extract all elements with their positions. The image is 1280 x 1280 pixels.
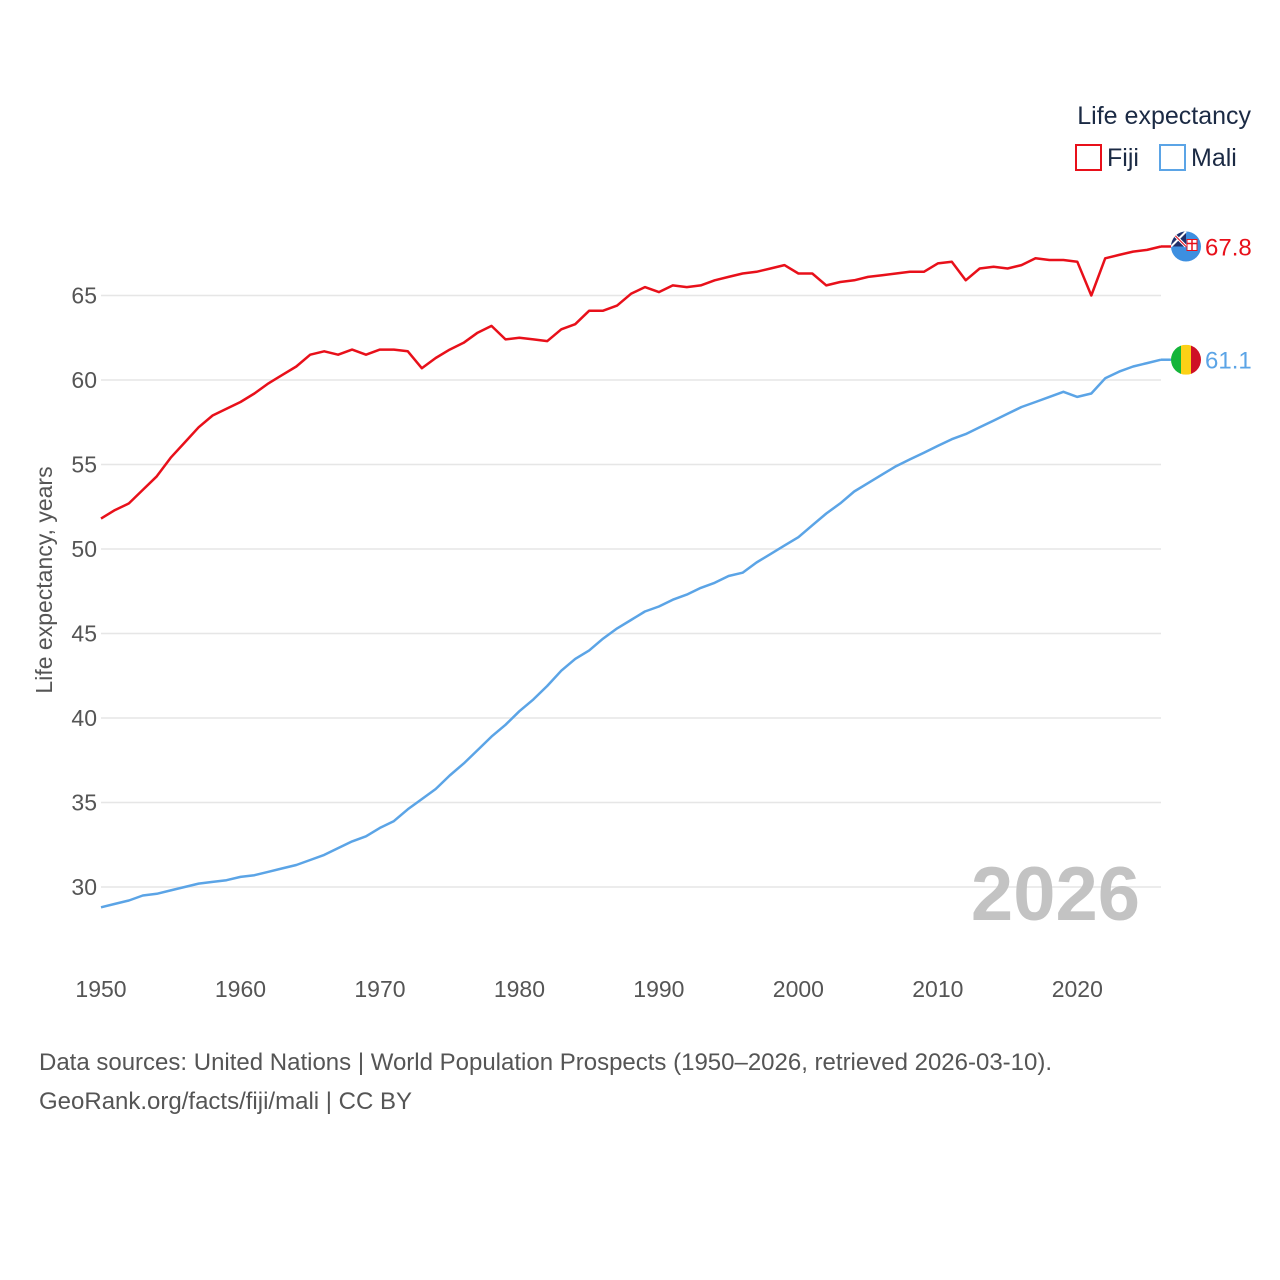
line-chart: 30 35 40 45 50 55 60 65 1950 1960 1970 1980 1990 200… (31, 102, 1252, 1002)
y-tick-label: 65 (71, 283, 97, 309)
x-tick-label: 2000 (773, 976, 824, 1002)
end-markers: 67.8 61.1 (1161, 231, 1252, 375)
current-year-label: 2026 (971, 852, 1140, 937)
legend-swatch-fiji (1075, 144, 1102, 171)
y-tick-label: 60 (71, 367, 97, 393)
series-line-fiji[interactable] (100, 245, 1162, 520)
x-tick-label: 2020 (1052, 976, 1103, 1002)
legend-item-mali[interactable]: Mali (1159, 144, 1237, 172)
x-axis-ticks: 1950 1960 1970 1980 1990 2000 2010 2020 (75, 976, 1102, 1002)
legend-label-fiji: Fiji (1107, 144, 1139, 172)
source-line-1: Data sources: United Nations | World Pop… (39, 1049, 1053, 1076)
series-lines (100, 245, 1162, 909)
source-line-2[interactable]: GeoRank.org/facts/fiji/mali | CC BY (39, 1088, 413, 1115)
legend[interactable]: Life expectancy Fiji Mali (1075, 102, 1251, 172)
y-axis-ticks: 30 35 40 45 50 55 60 65 (71, 283, 97, 901)
x-tick-label: 1990 (633, 976, 684, 1002)
legend-label-mali: Mali (1191, 144, 1237, 172)
y-tick-label: 50 (71, 536, 97, 562)
x-tick-label: 2010 (912, 976, 963, 1002)
y-tick-label: 30 (71, 874, 97, 900)
end-value-label-mali: 61.1 (1205, 348, 1252, 375)
legend-title: Life expectancy (1077, 102, 1251, 130)
mali-flag-icon (1171, 344, 1201, 375)
fiji-flag-icon (1171, 231, 1201, 262)
y-tick-label: 40 (71, 705, 97, 731)
x-tick-label: 1970 (354, 976, 405, 1002)
legend-item-fiji[interactable]: Fiji (1075, 144, 1139, 172)
y-tick-label: 55 (71, 452, 97, 478)
y-tick-label: 35 (71, 790, 97, 816)
x-tick-label: 1960 (215, 976, 266, 1002)
x-tick-label: 1980 (494, 976, 545, 1002)
source-note: Data sources: United Nations | World Pop… (39, 1043, 1052, 1121)
series-line-mali[interactable] (100, 358, 1162, 909)
y-tick-label: 45 (71, 621, 97, 647)
x-tick-label: 1950 (75, 976, 126, 1002)
legend-swatch-mali (1159, 144, 1186, 171)
gridlines (101, 294, 1161, 888)
end-value-label-fiji: 67.8 (1205, 234, 1252, 261)
y-axis-label: Life expectancy, years (31, 466, 57, 693)
